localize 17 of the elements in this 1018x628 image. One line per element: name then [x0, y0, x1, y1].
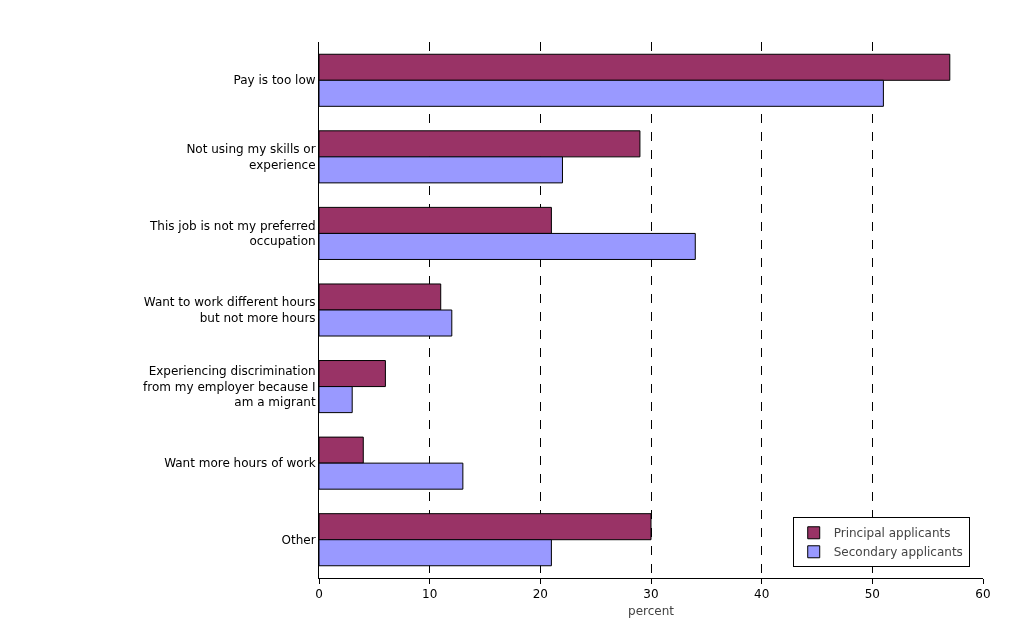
y-tick-label: Not using my skills or experience	[186, 142, 316, 172]
y-tick-label: Other	[281, 532, 316, 547]
y-tick-label: Want more hours of work	[164, 456, 316, 471]
y-tick-label: Experiencing discrimination from my employer because I am a migrant	[143, 364, 316, 410]
x-tick-label: 40	[754, 587, 770, 602]
x-tick-label: 0	[315, 587, 323, 602]
x-tick-label: 30	[643, 587, 659, 602]
x-tick-label: 20	[532, 587, 548, 602]
y-tick-label: Want to work different hours but not more hours	[143, 295, 316, 325]
y-tick-label: This job is not my preferred occupation	[149, 218, 316, 249]
x-tick-label: 10	[422, 587, 438, 602]
legend-label: Principal applicants	[833, 526, 951, 541]
x-tick-label: 60	[975, 587, 991, 602]
x-axis-title: percent	[628, 604, 675, 619]
legend-label: Secondary applicants	[833, 545, 963, 560]
x-tick-label: 50	[864, 587, 880, 602]
y-tick-label: Pay is too low	[233, 73, 316, 88]
